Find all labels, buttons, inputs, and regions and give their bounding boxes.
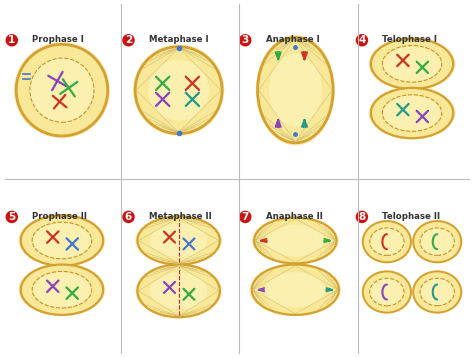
- Ellipse shape: [21, 265, 103, 315]
- Ellipse shape: [266, 225, 324, 257]
- Ellipse shape: [383, 95, 441, 131]
- Text: 8: 8: [358, 212, 365, 222]
- Ellipse shape: [18, 263, 105, 316]
- Ellipse shape: [137, 265, 220, 317]
- Text: Prophase II: Prophase II: [32, 212, 87, 221]
- Ellipse shape: [135, 47, 222, 134]
- Text: Metaphase I: Metaphase I: [149, 35, 209, 44]
- Ellipse shape: [369, 37, 456, 90]
- Ellipse shape: [412, 220, 463, 263]
- Ellipse shape: [371, 39, 453, 89]
- Ellipse shape: [254, 218, 337, 263]
- Ellipse shape: [420, 227, 454, 256]
- Ellipse shape: [413, 221, 461, 262]
- Ellipse shape: [136, 215, 222, 266]
- Ellipse shape: [383, 46, 441, 81]
- Ellipse shape: [30, 58, 94, 122]
- Ellipse shape: [148, 60, 209, 121]
- Ellipse shape: [21, 215, 103, 266]
- Ellipse shape: [33, 272, 91, 307]
- Ellipse shape: [412, 270, 463, 314]
- Text: Telophase II: Telophase II: [383, 212, 440, 221]
- Ellipse shape: [363, 221, 411, 262]
- Ellipse shape: [252, 216, 338, 265]
- Ellipse shape: [18, 214, 105, 267]
- Text: 5: 5: [8, 212, 16, 222]
- Ellipse shape: [255, 35, 335, 145]
- Ellipse shape: [16, 44, 108, 136]
- Ellipse shape: [370, 227, 404, 256]
- Text: Anaphase I: Anaphase I: [265, 35, 319, 44]
- Ellipse shape: [269, 53, 322, 127]
- Ellipse shape: [257, 37, 333, 143]
- Text: 4: 4: [358, 35, 365, 45]
- Ellipse shape: [420, 278, 454, 306]
- Text: 6: 6: [125, 212, 132, 222]
- Ellipse shape: [252, 265, 339, 315]
- Text: 2: 2: [125, 35, 132, 45]
- Ellipse shape: [150, 224, 208, 257]
- Ellipse shape: [371, 88, 453, 138]
- Ellipse shape: [33, 223, 91, 258]
- Ellipse shape: [136, 263, 222, 318]
- Ellipse shape: [265, 272, 326, 307]
- Ellipse shape: [14, 42, 110, 138]
- Text: 1: 1: [8, 35, 16, 45]
- Ellipse shape: [413, 271, 461, 313]
- Ellipse shape: [369, 87, 456, 140]
- Ellipse shape: [250, 263, 341, 316]
- Text: 3: 3: [242, 35, 249, 45]
- Ellipse shape: [370, 278, 404, 306]
- Ellipse shape: [137, 216, 220, 265]
- Text: Anaphase II: Anaphase II: [265, 212, 322, 221]
- Ellipse shape: [133, 45, 224, 136]
- Ellipse shape: [362, 270, 412, 314]
- Text: Metaphase II: Metaphase II: [149, 212, 212, 221]
- Ellipse shape: [362, 220, 412, 263]
- Text: 7: 7: [242, 212, 249, 222]
- Ellipse shape: [150, 272, 208, 309]
- Ellipse shape: [363, 271, 411, 313]
- Text: Telophase I: Telophase I: [383, 35, 438, 44]
- Text: Prophase I: Prophase I: [32, 35, 84, 44]
